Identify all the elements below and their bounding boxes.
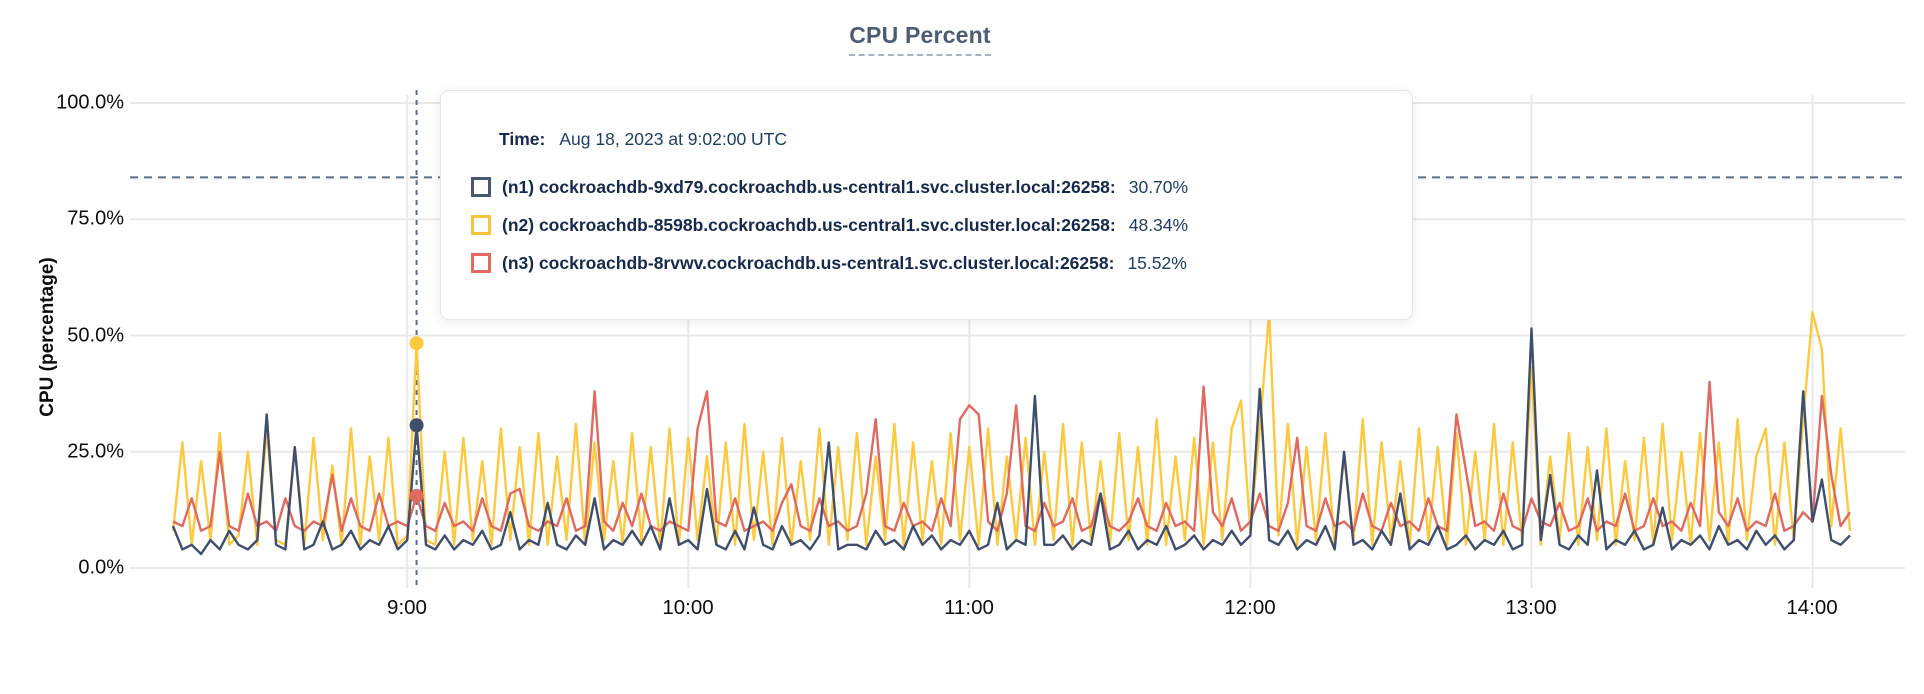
- series-n1-name: (n1) cockroachdb-9xd79.cockroachdb.us-ce…: [502, 176, 1116, 197]
- tooltip-time-value: Aug 18, 2023 at 9:02:00 UTC: [559, 128, 788, 149]
- series-n1-swatch-icon: [471, 177, 491, 197]
- y-tick-100: 100.0%: [56, 91, 124, 114]
- series-line: [171, 311, 1852, 546]
- tooltip-series-row-n3: (n3) cockroachdb-8rvwv.cockroachdb.us-ce…: [471, 251, 1187, 275]
- tooltip-series-row-n2: (n2) cockroachdb-8598b.cockroachdb.us-ce…: [471, 213, 1188, 237]
- series-line: [172, 380, 1851, 532]
- y-tick-25: 25.0%: [67, 440, 124, 463]
- x-tick-10: 10:00: [662, 596, 714, 619]
- series-n2-swatch-icon: [471, 215, 491, 235]
- chart-title-wrap: CPU Percent: [0, 22, 1840, 56]
- hover-tooltip: Time: Aug 18, 2023 at 9:02:00 UTC (n1) c…: [440, 90, 1413, 320]
- x-tick-14: 14:00: [1786, 596, 1838, 619]
- y-tick-0: 0.0%: [78, 556, 124, 579]
- series-n3-name: (n3) cockroachdb-8rvwv.cockroachdb.us-ce…: [502, 252, 1115, 273]
- y-tick-75: 75.0%: [67, 207, 124, 230]
- series-n2-value: 48.34%: [1128, 214, 1189, 235]
- x-tick-12: 12:00: [1224, 596, 1276, 619]
- tooltip-time-row: Time: Aug 18, 2023 at 9:02:00 UTC: [499, 127, 787, 151]
- x-tick-9: 9:00: [387, 596, 427, 619]
- y-axis-title: CPU (percentage): [37, 257, 58, 417]
- series-n3-value: 15.52%: [1127, 252, 1187, 273]
- y-tick-50: 50.0%: [67, 324, 124, 347]
- series-n2-name: (n2) cockroachdb-8598b.cockroachdb.us-ce…: [502, 214, 1116, 235]
- series-n1-value: 30.70%: [1128, 176, 1189, 197]
- series-n3-swatch-icon: [471, 253, 491, 273]
- tooltip-time-label: Time:: [499, 128, 546, 149]
- hover-point-n2: [409, 336, 424, 351]
- x-tick-11: 11:00: [944, 596, 994, 619]
- hover-point-n1: [409, 418, 424, 433]
- chart-title[interactable]: CPU Percent: [849, 22, 991, 56]
- series-line: [171, 327, 1851, 556]
- tooltip-series-row-n1: (n1) cockroachdb-9xd79.cockroachdb.us-ce…: [471, 175, 1188, 199]
- x-tick-13: 13:00: [1505, 596, 1557, 619]
- hover-point-n3: [409, 488, 424, 503]
